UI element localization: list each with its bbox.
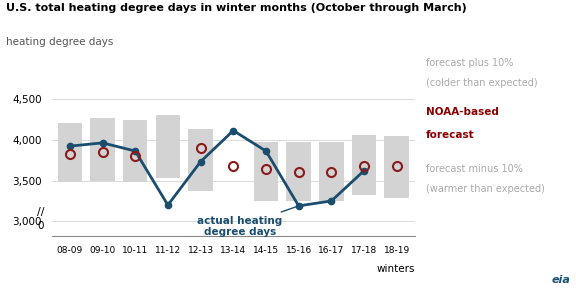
Bar [352,135,376,195]
Text: forecast minus 10%: forecast minus 10% [426,164,523,174]
Bar [156,115,180,178]
Bar [188,129,213,191]
Text: heating degree days: heating degree days [6,37,113,48]
Bar [253,142,278,201]
Text: (colder than expected): (colder than expected) [426,78,538,88]
Bar [319,142,344,201]
Bar [58,123,82,182]
Text: actual heating
degree days: actual heating degree days [197,207,296,237]
Text: 0: 0 [37,221,44,231]
Bar [90,118,115,181]
Bar [384,136,409,198]
Text: eia: eia [551,275,570,285]
Bar [286,142,311,201]
Text: forecast plus 10%: forecast plus 10% [426,58,514,68]
Bar [123,120,147,182]
Text: //: // [37,207,45,217]
Text: (warmer than expected): (warmer than expected) [426,184,545,194]
Text: NOAA-based: NOAA-based [426,107,499,117]
Text: U.S. total heating degree days in winter months (October through March): U.S. total heating degree days in winter… [6,3,467,13]
Text: winters: winters [376,264,415,274]
Text: forecast: forecast [426,130,475,140]
